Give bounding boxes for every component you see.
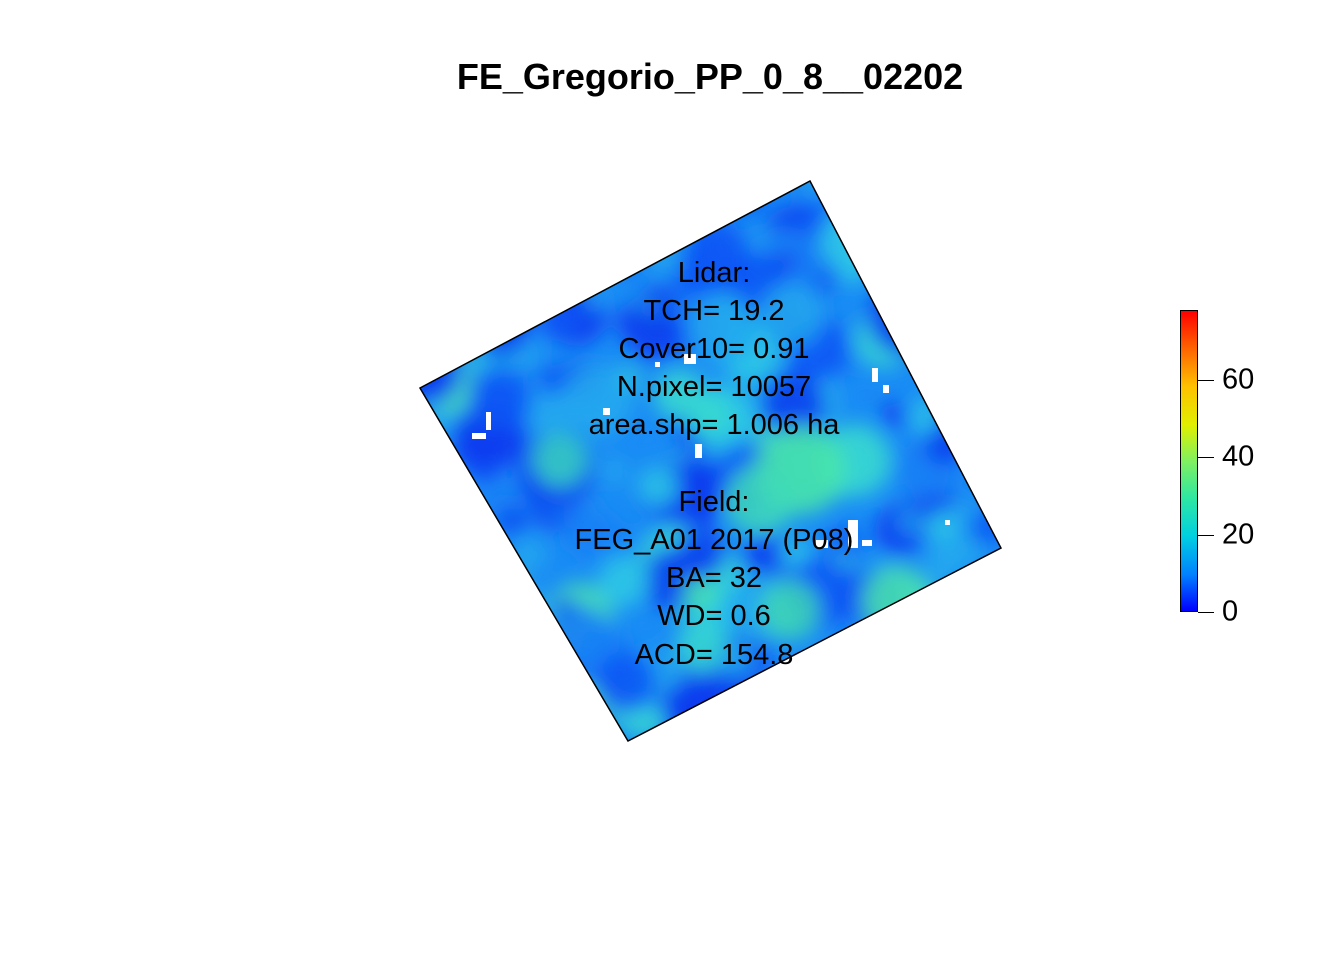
- colorbar-tick-label: 0: [1222, 595, 1239, 628]
- colorbar-tick: [1198, 534, 1214, 536]
- field-plot-id: FEG_A01 2017 (P08): [574, 524, 854, 556]
- colorbar-tick: [1198, 457, 1214, 459]
- colorbar-tick-label: 60: [1222, 363, 1255, 396]
- field-wd: WD= 0.6: [657, 600, 771, 632]
- field-acd: ACD= 154.8: [634, 639, 794, 671]
- colorbar-tick: [1198, 379, 1214, 381]
- lidar-area: area.shp= 1.006 ha: [588, 409, 840, 441]
- colorbar-tick: [1198, 612, 1214, 613]
- plot-boundary: [418, 179, 1003, 742]
- lidar-npixel: N.pixel= 10057: [616, 371, 812, 403]
- lidar-tch: TCH= 19.2: [643, 295, 785, 327]
- lidar-cover10: Cover10= 0.91: [618, 333, 810, 365]
- field-ba: BA= 32: [666, 562, 762, 594]
- chart-title: FE_Gregorio_PP_0_8__02202: [456, 56, 964, 97]
- field-heading: Field:: [678, 486, 750, 518]
- colorbar: [1180, 310, 1198, 612]
- colorbar-tick-label: 20: [1222, 518, 1255, 551]
- colorbar-tick-label: 40: [1222, 440, 1255, 473]
- lidar-heading: Lidar:: [677, 257, 751, 289]
